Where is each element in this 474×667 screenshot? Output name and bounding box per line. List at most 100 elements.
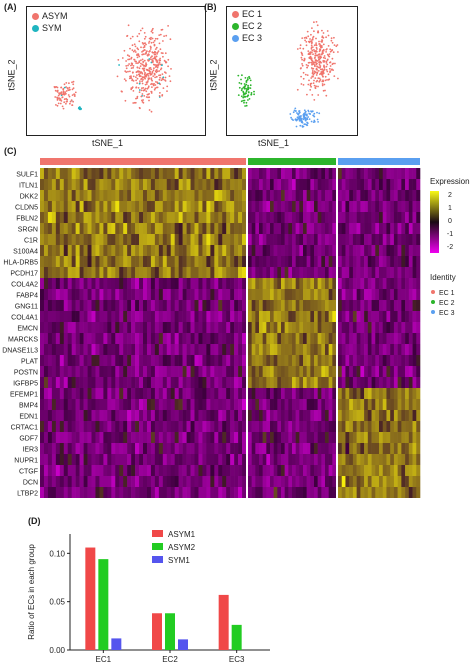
heatmap-cell <box>251 234 256 245</box>
heatmap-cell <box>234 443 239 454</box>
heatmap-cell <box>288 366 293 377</box>
tsne-point <box>313 99 316 101</box>
heatmap-cell <box>135 201 140 212</box>
heatmap-cell <box>166 300 172 311</box>
heatmap-cell <box>87 454 92 465</box>
heatmap-cell <box>325 410 329 421</box>
heatmap-cell <box>51 267 57 278</box>
heatmap-cell <box>202 267 207 278</box>
heatmap-cell <box>255 421 260 432</box>
heatmap-cell <box>150 366 156 377</box>
heatmap-cell <box>277 300 282 311</box>
panel-a-legend: ASYM SYM <box>32 10 68 34</box>
heatmap-cell <box>401 366 406 377</box>
heatmap-cell <box>111 168 116 179</box>
heatmap-cell <box>99 443 104 454</box>
heatmap-cell <box>174 223 179 234</box>
heatmap-cell <box>266 223 271 234</box>
heatmap-cell <box>103 454 108 465</box>
tsne-point <box>313 44 316 47</box>
heatmap-cell <box>284 245 289 256</box>
heatmap-cell <box>67 377 72 388</box>
heatmap-cell <box>166 322 172 333</box>
heatmap-cell <box>91 190 96 201</box>
heatmap-cell <box>79 421 84 432</box>
tsne-point <box>330 39 333 42</box>
heatmap-cell <box>321 399 326 410</box>
heatmap-cell <box>270 300 274 311</box>
tsne-point <box>129 47 131 50</box>
heatmap-cell <box>382 322 387 333</box>
heatmap-cell <box>166 377 172 388</box>
heatmap-cell <box>71 190 76 201</box>
heatmap-cell <box>79 223 84 234</box>
tsne-point <box>319 45 321 47</box>
expression-tick-label: -1 <box>447 231 453 238</box>
heatmap-cell <box>135 212 140 223</box>
heatmap-cell <box>251 465 256 476</box>
heatmap-cell <box>345 278 350 289</box>
heatmap-cell <box>303 201 307 212</box>
tsne-point <box>140 46 142 49</box>
heatmap-cell <box>284 399 289 410</box>
heatmap-cell <box>248 179 252 190</box>
heatmap-cell <box>178 443 183 454</box>
heatmap-cell <box>194 487 199 498</box>
legend-item-ec2: EC 2 <box>232 20 262 32</box>
heatmap-cell <box>338 487 343 498</box>
heatmap-cell <box>288 311 293 322</box>
legend-dot-ec3 <box>232 34 239 42</box>
heatmap-cell <box>262 333 267 344</box>
heatmap-cell <box>111 190 116 201</box>
heatmap-cell <box>127 476 132 487</box>
heatmap-cell <box>408 245 413 256</box>
heatmap-cell <box>356 300 361 311</box>
heatmap-cell <box>178 487 183 498</box>
heatmap-cell <box>303 432 307 443</box>
heatmap-cell <box>393 487 398 498</box>
heatmap-cell <box>397 168 402 179</box>
panel-a-xlabel: tSNE_1 <box>92 138 124 148</box>
tsne-point <box>159 33 162 36</box>
heatmap-cell <box>150 278 156 289</box>
heatmap-cell <box>198 377 203 388</box>
heatmap-cell <box>186 432 191 443</box>
panel-d-label: (D) <box>28 516 41 526</box>
heatmap-cell <box>416 278 421 289</box>
tsne-point <box>138 55 141 58</box>
tsne-point <box>162 40 164 42</box>
tsne-point <box>149 74 152 76</box>
heatmap-cell <box>47 300 53 311</box>
heatmap-cell <box>67 179 72 190</box>
bar-legend-swatch <box>152 530 163 537</box>
heatmap-cell <box>71 377 76 388</box>
heatmap-cell <box>214 443 219 454</box>
tsne-point <box>321 83 324 85</box>
heatmap-cell <box>143 421 148 432</box>
tsne-point <box>316 111 318 114</box>
heatmap-cell <box>310 322 315 333</box>
heatmap-cell <box>103 344 108 355</box>
heatmap-cell <box>182 289 187 300</box>
heatmap-cell <box>190 267 195 278</box>
heatmap-cell <box>71 223 76 234</box>
heatmap-cell <box>288 487 293 498</box>
heatmap-cell <box>75 377 80 388</box>
heatmap-cell <box>206 487 211 498</box>
tsne-point <box>152 57 155 60</box>
heatmap-cell <box>75 333 80 344</box>
heatmap-cell <box>206 476 211 487</box>
heatmap-cell <box>349 256 354 267</box>
heatmap-cell <box>71 322 76 333</box>
heatmap-cell <box>349 388 354 399</box>
heatmap-cell <box>259 454 263 465</box>
heatmap-cell <box>360 245 365 256</box>
tsne-point <box>313 61 316 64</box>
heatmap-cell <box>123 234 128 245</box>
heatmap-cell <box>198 465 203 476</box>
tsne-point <box>73 94 76 96</box>
heatmap-cell <box>379 344 384 355</box>
heatmap-cell <box>95 443 100 454</box>
heatmap-cell <box>123 421 128 432</box>
tsne-point <box>141 63 144 66</box>
